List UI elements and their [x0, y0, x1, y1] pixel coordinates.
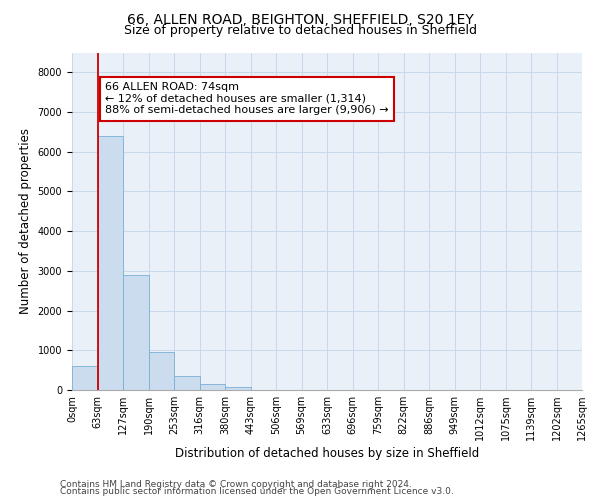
Bar: [72, 366, 97, 390]
Text: Contains public sector information licensed under the Open Government Licence v3: Contains public sector information licen…: [60, 488, 454, 496]
Y-axis label: Number of detached properties: Number of detached properties: [19, 128, 32, 314]
Bar: [174, 376, 199, 390]
Text: Size of property relative to detached houses in Sheffield: Size of property relative to detached ho…: [124, 24, 476, 37]
Text: Contains HM Land Registry data © Crown copyright and database right 2024.: Contains HM Land Registry data © Crown c…: [60, 480, 412, 489]
Bar: [123, 275, 149, 390]
X-axis label: Distribution of detached houses by size in Sheffield: Distribution of detached houses by size …: [175, 448, 479, 460]
Bar: [149, 352, 174, 390]
Bar: [97, 136, 123, 390]
Text: 66 ALLEN ROAD: 74sqm
← 12% of detached houses are smaller (1,314)
88% of semi-de: 66 ALLEN ROAD: 74sqm ← 12% of detached h…: [105, 82, 389, 116]
Bar: [225, 387, 251, 390]
Bar: [199, 384, 225, 390]
Text: 66, ALLEN ROAD, BEIGHTON, SHEFFIELD, S20 1EY: 66, ALLEN ROAD, BEIGHTON, SHEFFIELD, S20…: [127, 12, 473, 26]
